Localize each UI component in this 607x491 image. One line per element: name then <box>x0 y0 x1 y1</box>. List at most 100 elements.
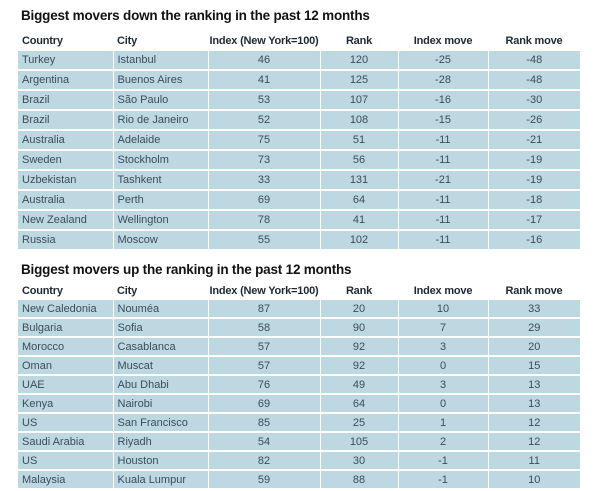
cell-city: Stockholm <box>113 150 209 171</box>
column-header-city: City <box>113 282 208 300</box>
cell-rank-move: 20 <box>488 337 580 357</box>
cell-city: Sofia <box>113 318 209 338</box>
cell-index: 69 <box>208 394 321 414</box>
cell-country: Argentina <box>18 70 114 91</box>
cell-city: San Francisco <box>113 413 209 433</box>
cell-country: New Caledonia <box>18 300 114 319</box>
cell-index-move: 1 <box>398 413 489 433</box>
cell-index-move: 0 <box>398 356 489 376</box>
cell-city: Kuala Lumpur <box>113 470 209 490</box>
cell-country: US <box>18 451 114 471</box>
cell-rank: 25 <box>320 413 399 433</box>
cell-rank: 131 <box>320 170 399 191</box>
cell-country: US <box>18 413 114 433</box>
column-header-index-move: Index move <box>398 282 488 300</box>
cell-rank: 41 <box>320 210 399 231</box>
table-row: Oman Muscat 57 92 0 15 <box>18 356 580 376</box>
cell-rank: 108 <box>320 110 399 131</box>
table-row: Australia Perth 69 64 -11 -18 <box>18 190 580 211</box>
cell-rank: 120 <box>320 51 399 71</box>
column-header-country: Country <box>18 282 113 300</box>
cell-country: Russia <box>18 230 114 251</box>
cell-city: São Paulo <box>113 90 209 111</box>
cell-rank: 88 <box>320 470 399 490</box>
cell-index-move: 2 <box>398 432 489 452</box>
cell-index: 78 <box>208 210 321 231</box>
cell-rank: 56 <box>320 150 399 171</box>
cell-rank: 107 <box>320 90 399 111</box>
cell-rank-move: -19 <box>488 170 580 191</box>
cell-rank-move: -16 <box>488 230 580 251</box>
cell-index: 73 <box>208 150 321 171</box>
cell-rank-move: 29 <box>488 318 580 338</box>
cell-rank: 49 <box>320 375 399 395</box>
cell-country: Kenya <box>18 394 114 414</box>
cell-rank-move: 13 <box>488 375 580 395</box>
cell-index: 33 <box>208 170 321 191</box>
column-header-index-new-york-100: Index (New York=100) <box>208 28 320 51</box>
cell-city: Abu Dhabi <box>113 375 209 395</box>
table-row: Uzbekistan Tashkent 33 131 -21 -19 <box>18 170 580 191</box>
cell-index-move: 3 <box>398 337 489 357</box>
movers-down-section: Biggest movers down the ranking in the p… <box>18 8 580 251</box>
column-header-rank: Rank <box>320 28 398 51</box>
cell-city: Nairobi <box>113 394 209 414</box>
movers-up-table: Country City Index (New York=100) Rank Index… <box>18 282 580 490</box>
cell-rank: 105 <box>320 432 399 452</box>
column-header-index-move: Index move <box>398 28 488 51</box>
movers-down-title: Biggest movers down the ranking in the p… <box>21 8 370 23</box>
cell-rank: 92 <box>320 356 399 376</box>
cell-rank: 20 <box>320 300 399 319</box>
table-row: Saudi Arabia Riyadh 54 105 2 12 <box>18 432 580 452</box>
cell-country: Brazil <box>18 110 114 131</box>
table-row: New Zealand Wellington 78 41 -11 -17 <box>18 210 580 231</box>
cell-index-move: -11 <box>398 190 489 211</box>
cell-city: Muscat <box>113 356 209 376</box>
table-row: Malaysia Kuala Lumpur 59 88 -1 10 <box>18 470 580 490</box>
cell-city: Moscow <box>113 230 209 251</box>
cell-rank-move: -48 <box>488 70 580 91</box>
cell-index-move: 3 <box>398 375 489 395</box>
cell-index: 87 <box>208 300 321 319</box>
column-header-city: City <box>113 28 208 51</box>
cell-index-move: -11 <box>398 150 489 171</box>
cell-rank-move: 12 <box>488 432 580 452</box>
cell-rank-move: 33 <box>488 300 580 319</box>
cell-city: Buenos Aires <box>113 70 209 91</box>
cell-index: 75 <box>208 130 321 151</box>
cell-country: Australia <box>18 190 114 211</box>
cell-country: Turkey <box>18 51 114 71</box>
cell-rank: 64 <box>320 394 399 414</box>
cell-index-move: -21 <box>398 170 489 191</box>
movers-up-table-header: Country City Index (New York=100) Rank Index… <box>18 282 580 300</box>
movers-up-section: Biggest movers up the ranking in the pas… <box>18 262 580 490</box>
table-row: Kenya Nairobi 69 64 0 13 <box>18 394 580 414</box>
cell-rank: 64 <box>320 190 399 211</box>
movers-up-title: Biggest movers up the ranking in the pas… <box>21 262 352 277</box>
cell-rank-move: -19 <box>488 150 580 171</box>
cell-rank-move: -17 <box>488 210 580 231</box>
cell-city: Casablanca <box>113 337 209 357</box>
cell-index-move: -11 <box>398 210 489 231</box>
cell-country: Uzbekistan <box>18 170 114 191</box>
cell-index-move: -15 <box>398 110 489 131</box>
cell-country: Morocco <box>18 337 114 357</box>
cell-index-move: 10 <box>398 300 489 319</box>
cell-country: Saudi Arabia <box>18 432 114 452</box>
cell-index: 54 <box>208 432 321 452</box>
cell-index: 59 <box>208 470 321 490</box>
cell-rank-move: 11 <box>488 451 580 471</box>
cell-index: 55 <box>208 230 321 251</box>
table-row: New Caledonia Nouméa 87 20 10 33 <box>18 300 580 319</box>
movers-down-table: Country City Index (New York=100) Rank Index… <box>18 28 580 251</box>
cell-rank-move: -21 <box>488 130 580 151</box>
cell-city: Nouméa <box>113 300 209 319</box>
table-row: Morocco Casablanca 57 92 3 20 <box>18 337 580 357</box>
cell-country: Brazil <box>18 90 114 111</box>
cell-index-move: -28 <box>398 70 489 91</box>
cell-rank: 30 <box>320 451 399 471</box>
cell-rank-move: 12 <box>488 413 580 433</box>
cell-rank: 51 <box>320 130 399 151</box>
cell-index-move: -1 <box>398 451 489 471</box>
